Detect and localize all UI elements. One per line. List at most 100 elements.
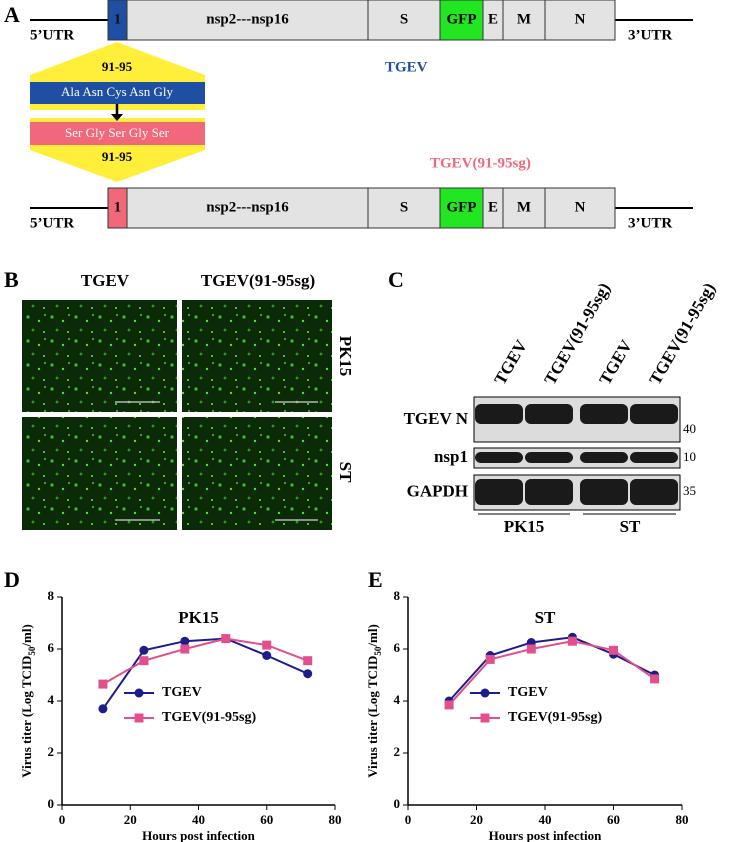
segment xyxy=(439,187,484,229)
point xyxy=(221,634,231,644)
micrograph xyxy=(22,417,177,530)
utr: 5’UTR xyxy=(30,215,74,231)
panel-letter: B xyxy=(4,267,19,292)
segment xyxy=(544,0,616,41)
genome: 1 nsp2---nsp16 S GFP E M N 5’UTR 3’UTR xyxy=(30,0,693,43)
point xyxy=(526,644,536,654)
scale-bars xyxy=(115,401,318,521)
legend-marker xyxy=(134,713,144,723)
segment xyxy=(544,187,616,229)
point xyxy=(444,700,454,710)
segment-label: GFP xyxy=(447,11,477,27)
x-tick-label: 20 xyxy=(470,812,483,827)
y-tick-label: 4 xyxy=(394,692,401,707)
legend-marker xyxy=(480,713,490,723)
blot-label: nsp1 xyxy=(434,447,468,466)
site-label: 91-95 xyxy=(102,59,133,74)
point xyxy=(139,645,149,655)
lane-label: TGEV(91-95sg) xyxy=(645,279,719,387)
western-blot: TGEV TGEV(91-95sg)TGEV TGEV(91-95sg)TGEV N… xyxy=(404,279,719,535)
y-tick-label: 0 xyxy=(48,796,55,811)
segment-label: N xyxy=(575,11,586,27)
x-tick-label: 60 xyxy=(607,812,620,827)
band xyxy=(525,479,573,505)
residues-box xyxy=(30,82,205,104)
segment xyxy=(126,187,369,229)
segment-label: 1 xyxy=(114,199,122,215)
point xyxy=(485,654,495,664)
x-tick-label: 0 xyxy=(59,812,66,827)
legend-marker xyxy=(134,688,144,698)
series-line xyxy=(448,636,656,702)
micrograph xyxy=(22,300,177,412)
segment xyxy=(367,187,441,229)
point xyxy=(262,651,272,660)
segment-label: GFP xyxy=(447,199,477,215)
column-label: TGEV xyxy=(81,271,130,290)
y-tick-label: 8 xyxy=(48,588,55,603)
panel-letter: C xyxy=(388,267,404,292)
utr: 3’UTR xyxy=(628,215,672,231)
band xyxy=(630,479,678,505)
band xyxy=(580,479,628,505)
point xyxy=(98,704,108,714)
segment-label: E xyxy=(488,11,498,27)
y-tick-label: 2 xyxy=(394,744,401,759)
segment-label: nsp2---nsp16 xyxy=(206,199,289,215)
marker: 40 xyxy=(683,421,696,436)
point xyxy=(567,636,577,646)
y-tick-label: 2 xyxy=(48,744,55,759)
group-label: ST xyxy=(620,517,641,536)
legend-label: TGEV(91-95sg) xyxy=(508,710,602,725)
x-tick-label: 40 xyxy=(192,812,205,827)
genome: 1 nsp2---nsp16 S GFP E M N 5’UTR 3’UTR xyxy=(30,187,693,231)
band xyxy=(580,452,628,463)
series-line xyxy=(102,637,309,685)
row-label: ST xyxy=(336,462,355,483)
legend-label: TGEV xyxy=(162,685,202,700)
residues: Ser Gly Ser Gly Ser xyxy=(65,125,170,140)
virus-name: TGEV(91-95sg) xyxy=(430,155,531,171)
micrograph xyxy=(182,300,332,412)
x-axis-label: Hours post infection xyxy=(142,828,255,842)
marker: 10 xyxy=(683,449,696,464)
panel-letter: D xyxy=(4,567,20,592)
legend-label: TGEV(91-95sg) xyxy=(162,710,256,725)
band xyxy=(525,452,573,463)
group-label: PK15 xyxy=(504,517,545,536)
segment xyxy=(126,0,369,41)
band xyxy=(475,452,523,463)
point xyxy=(303,656,313,666)
panel-letter: E xyxy=(368,567,383,592)
y-tick-label: 8 xyxy=(394,588,401,603)
arrow-head xyxy=(111,114,123,121)
band xyxy=(475,479,523,505)
series-line xyxy=(102,637,309,710)
band xyxy=(580,404,628,424)
point xyxy=(650,674,660,684)
x-tick-label: 40 xyxy=(539,812,552,827)
segment-label: 1 xyxy=(114,11,122,27)
y-label-part: /ml) xyxy=(19,624,34,647)
segment-label: nsp2---nsp16 xyxy=(206,11,289,27)
point xyxy=(303,669,313,679)
utr: 5’UTR xyxy=(30,27,74,43)
y-axis-label: Virus titer (Log TCID50/ml) xyxy=(365,624,383,778)
micrograph xyxy=(182,417,332,530)
x-axis-label: Hours post infection xyxy=(489,828,602,842)
blot xyxy=(473,447,681,469)
y-axis-label: Virus titer (Log TCID50/ml) xyxy=(19,624,37,778)
y-tick-label: 6 xyxy=(394,640,401,655)
marker: 35 xyxy=(683,483,696,498)
residues: Ala Asn Cys Asn Gly xyxy=(61,84,173,99)
segment xyxy=(439,0,484,41)
utr: 3’UTR xyxy=(628,27,672,43)
y-tick-label: 6 xyxy=(48,640,55,655)
x-tick-label: 80 xyxy=(676,812,689,827)
point xyxy=(139,656,149,666)
segment-label: S xyxy=(400,199,408,215)
site-label: 91-95 xyxy=(102,149,133,164)
x-tick-label: 20 xyxy=(124,812,137,827)
point xyxy=(98,679,108,689)
